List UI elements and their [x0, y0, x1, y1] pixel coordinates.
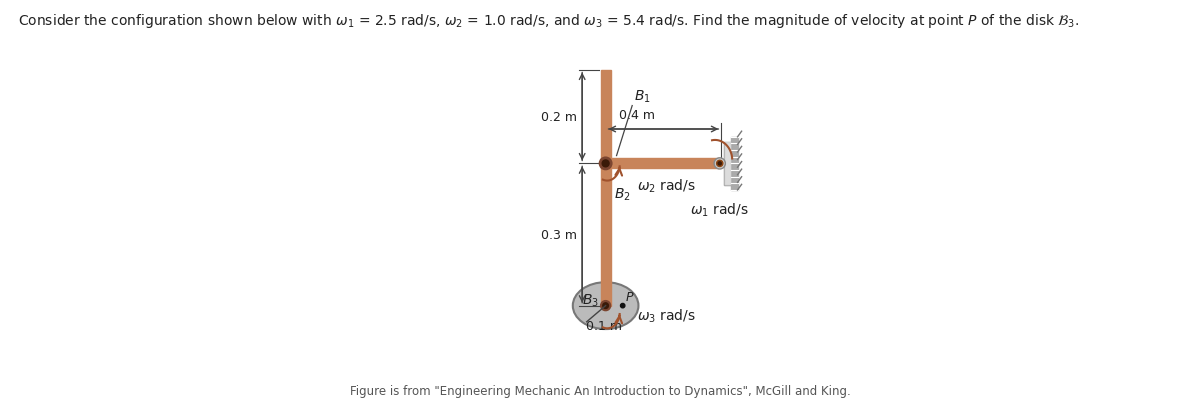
Text: $\mathit{B}_1$: $\mathit{B}_1$ [634, 88, 650, 105]
Text: Consider the configuration shown below with $\omega_1$ = 2.5 rad/s, $\omega_2$ =: Consider the configuration shown below w… [18, 12, 1079, 30]
Text: 0.3 m: 0.3 m [541, 228, 577, 241]
Ellipse shape [572, 283, 638, 329]
Text: Figure is from "Engineering Mechanic An Introduction to Dynamics", McGill and Ki: Figure is from "Engineering Mechanic An … [349, 384, 851, 397]
Bar [601, 159, 718, 169]
Circle shape [716, 161, 722, 167]
Circle shape [602, 303, 608, 309]
Circle shape [620, 304, 625, 308]
Circle shape [714, 158, 725, 170]
Text: P: P [626, 290, 634, 303]
Text: 0.1 m: 0.1 m [586, 319, 622, 332]
Bar [724, 142, 731, 186]
Text: $\mathit{B}_2$: $\mathit{B}_2$ [613, 186, 630, 202]
Bar [724, 142, 731, 186]
Circle shape [718, 162, 721, 166]
Text: $\omega_2$ rad/s: $\omega_2$ rad/s [637, 177, 696, 194]
Circle shape [601, 301, 611, 311]
Bar [731, 137, 738, 190]
Text: $\mathit{B}_3$: $\mathit{B}_3$ [582, 292, 599, 308]
Circle shape [602, 160, 610, 167]
Text: 0.2 m: 0.2 m [541, 111, 577, 124]
Text: 0.4 m: 0.4 m [619, 109, 655, 122]
Text: $\omega_3$ rad/s: $\omega_3$ rad/s [637, 307, 696, 324]
Bar [725, 143, 730, 185]
Text: $\omega_1$ rad/s: $\omega_1$ rad/s [690, 201, 749, 219]
Circle shape [599, 158, 612, 170]
Bar [601, 70, 611, 306]
